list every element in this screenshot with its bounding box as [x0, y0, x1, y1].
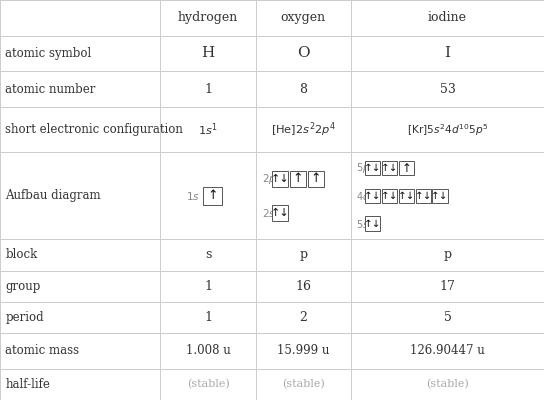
Text: p: p [443, 248, 452, 262]
Text: 1: 1 [204, 280, 212, 293]
Text: period: period [5, 311, 44, 324]
Bar [416, 189, 431, 203]
Bar [272, 170, 288, 186]
Text: H: H [201, 46, 215, 60]
Bar [382, 161, 397, 175]
Text: short electronic configuration: short electronic configuration [5, 123, 183, 136]
Text: s: s [205, 248, 211, 262]
Text: 1: 1 [204, 82, 212, 96]
Text: ↑: ↑ [293, 172, 304, 185]
Text: $4d$: $4d$ [356, 190, 371, 202]
Text: (stable): (stable) [426, 379, 469, 390]
Text: ↑↓: ↑↓ [381, 163, 398, 173]
Text: 2: 2 [299, 311, 307, 324]
Text: ↑: ↑ [401, 162, 411, 174]
Text: block: block [5, 248, 38, 262]
Text: $1s$: $1s$ [186, 190, 200, 202]
Bar [365, 189, 380, 203]
Bar [290, 170, 306, 186]
Text: ↑↓: ↑↓ [271, 174, 289, 184]
Text: ↑↓: ↑↓ [364, 191, 381, 201]
Bar [432, 189, 448, 203]
Text: oxygen: oxygen [281, 11, 326, 24]
Text: 126.90447 u: 126.90447 u [410, 344, 485, 358]
Text: $2s$: $2s$ [262, 207, 276, 219]
Text: ↑↓: ↑↓ [271, 208, 289, 218]
Text: iodine: iodine [428, 11, 467, 24]
Bar [365, 161, 380, 175]
Text: atomic mass: atomic mass [5, 344, 79, 358]
Bar [399, 161, 414, 175]
Text: p: p [299, 248, 307, 262]
Text: ↑↓: ↑↓ [415, 191, 432, 201]
Text: I: I [444, 46, 450, 60]
Text: 16: 16 [295, 280, 311, 293]
Bar [308, 170, 324, 186]
Text: $5s$: $5s$ [356, 218, 369, 230]
Text: half-life: half-life [5, 378, 50, 391]
Text: 15.999 u: 15.999 u [277, 344, 330, 358]
Text: atomic number: atomic number [5, 82, 96, 96]
Text: 5: 5 [443, 311, 452, 324]
Text: O: O [297, 46, 310, 60]
Bar [382, 189, 397, 203]
Text: $5p$: $5p$ [356, 161, 370, 175]
Text: $2p$: $2p$ [262, 172, 277, 186]
Text: hydrogen: hydrogen [178, 11, 238, 24]
Text: ↑↓: ↑↓ [381, 191, 398, 201]
Text: 1.008 u: 1.008 u [186, 344, 231, 358]
Text: ↑↓: ↑↓ [398, 191, 415, 201]
Text: $[\mathrm{Kr}]5s^{2}4d^{10}5p^{5}$: $[\mathrm{Kr}]5s^{2}4d^{10}5p^{5}$ [407, 122, 488, 138]
Bar [272, 205, 288, 221]
Text: 1: 1 [204, 311, 212, 324]
Text: ↑: ↑ [311, 172, 322, 185]
Text: group: group [5, 280, 41, 293]
Text: ↑↓: ↑↓ [431, 191, 449, 201]
Text: 53: 53 [440, 82, 455, 96]
Bar [399, 189, 414, 203]
Text: (stable): (stable) [282, 379, 325, 390]
Text: $1s^{1}$: $1s^{1}$ [198, 121, 218, 138]
Text: ↑↓: ↑↓ [364, 219, 381, 229]
Text: 17: 17 [440, 280, 455, 293]
Text: atomic symbol: atomic symbol [5, 47, 92, 60]
Text: 8: 8 [299, 82, 307, 96]
Text: (stable): (stable) [187, 379, 230, 390]
Text: $[\mathrm{He}]2s^{2}2p^{4}$: $[\mathrm{He}]2s^{2}2p^{4}$ [271, 120, 336, 139]
Text: ↑↓: ↑↓ [364, 163, 381, 173]
Bar [203, 187, 222, 205]
Text: ↑: ↑ [207, 189, 218, 202]
Bar [365, 216, 380, 231]
Text: Aufbau diagram: Aufbau diagram [5, 189, 101, 202]
